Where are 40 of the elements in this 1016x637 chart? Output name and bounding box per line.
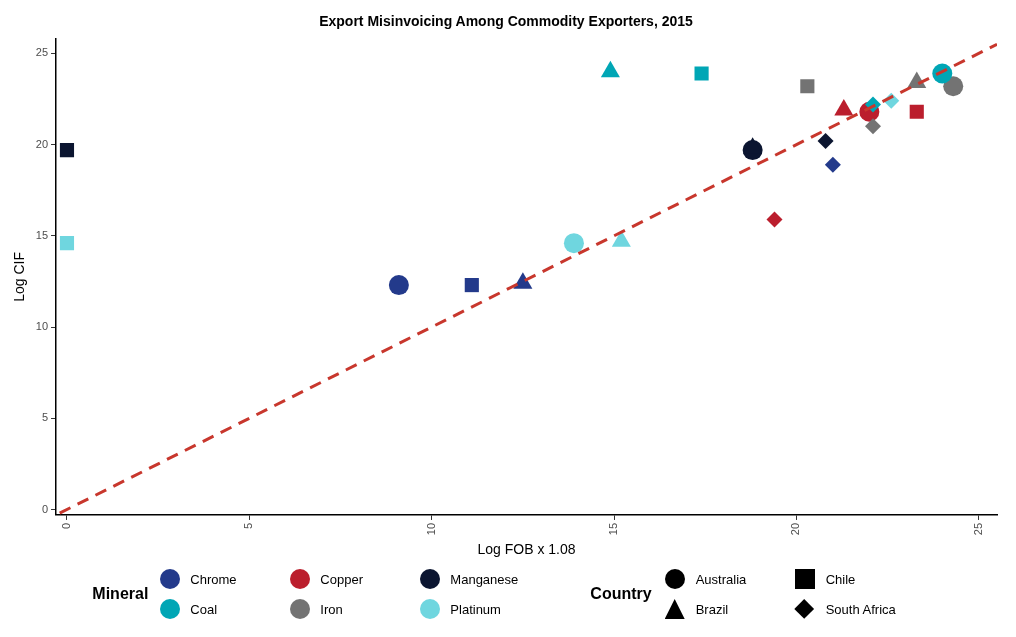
point: [909, 104, 924, 119]
x-tick-label: 15: [607, 522, 620, 536]
point: [824, 156, 841, 173]
legend-label: Manganese: [450, 571, 519, 587]
legend-label: Copper: [320, 571, 363, 587]
y-tick-label: 5: [41, 411, 49, 424]
text: Brazil: [695, 601, 729, 617]
point: [464, 278, 479, 293]
x-tick-label: 5: [242, 522, 255, 530]
legend-label: Chrome: [190, 571, 237, 587]
legend-label: Platinum: [450, 601, 501, 617]
legend-label: Coal: [190, 601, 218, 617]
y-tick-label: 20: [35, 137, 49, 150]
x-axis-title: Log FOB x 1.08: [477, 541, 576, 558]
y-tick-label: 25: [35, 46, 49, 59]
x-tick-label: 25: [971, 522, 984, 536]
y-tick-label: 10: [35, 320, 49, 333]
legend-title: Mineral: [92, 585, 149, 603]
y-axis-title: Log CIF: [11, 251, 28, 302]
x-tick-label: 0: [60, 522, 73, 530]
point: [59, 143, 75, 158]
point: [388, 275, 409, 296]
point: [563, 233, 584, 254]
chart-title: Export Misinvoicing Among Commodity Exporters, 2015: [319, 13, 694, 30]
point: [694, 66, 709, 81]
legend-label: Iron: [320, 601, 343, 617]
point: [865, 118, 881, 135]
text: Country: [590, 585, 652, 603]
point: [766, 211, 783, 228]
x-tick-label: 20: [789, 522, 802, 536]
text: Australia: [695, 571, 747, 587]
text: South Africa: [825, 601, 896, 617]
y-tick-label: 15: [35, 228, 49, 241]
point: [800, 79, 815, 94]
x-tick-label: 10: [424, 522, 437, 536]
point: [817, 132, 834, 149]
y-tick-label: 0: [41, 502, 49, 515]
point: [59, 236, 75, 251]
point: [943, 76, 964, 97]
text: Chile: [825, 571, 856, 587]
